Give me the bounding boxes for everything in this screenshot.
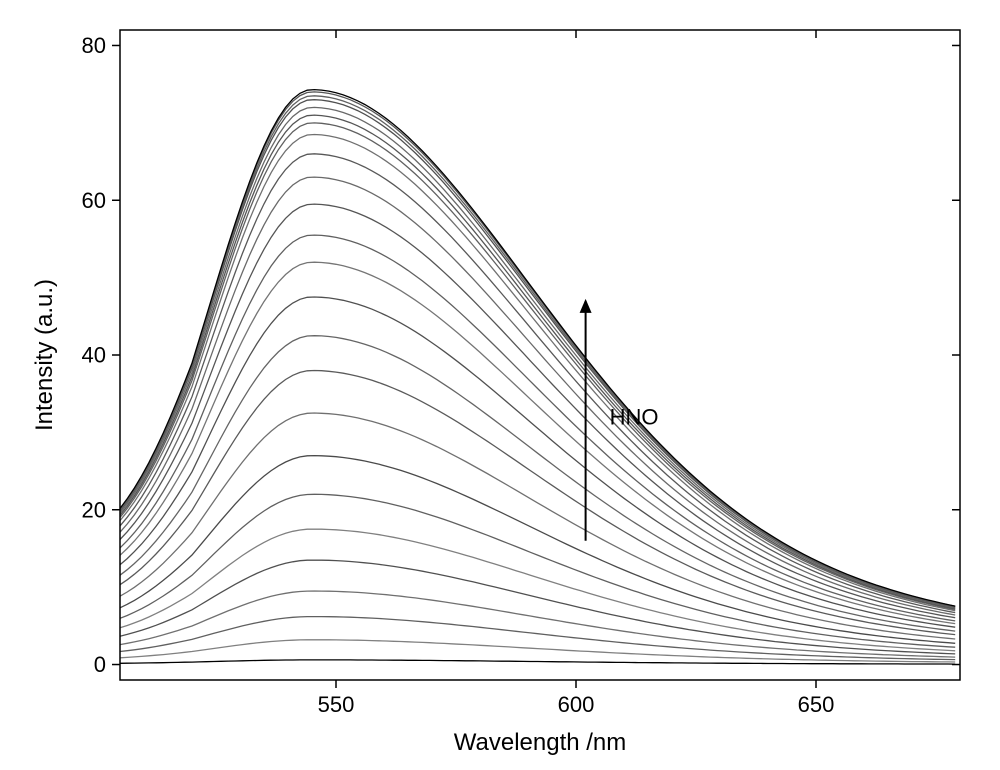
x-axis-label: Wavelength /nm xyxy=(454,729,627,756)
y-tick-label: 20 xyxy=(82,497,106,522)
hno-arrow-head xyxy=(580,299,592,313)
x-tick-label: 600 xyxy=(558,692,595,717)
spectrum-chart: 550 600 650 0 20 40 60 80 Wavelength /nm Intensit… xyxy=(0,0,1000,770)
x-tick-label: 650 xyxy=(798,692,835,717)
y-tick-label: 60 xyxy=(82,188,106,213)
spectrum-curve xyxy=(120,529,955,651)
spectrum-curve xyxy=(120,135,955,611)
y-axis-label: Intensity (a.u.) xyxy=(31,279,58,431)
curves-group xyxy=(120,90,955,665)
chart-svg: 550 600 650 0 20 40 60 80 Wavelength /nm Intensit… xyxy=(0,0,1000,770)
x-tick-label: 550 xyxy=(318,692,355,717)
spectrum-curve xyxy=(120,107,955,608)
spectrum-curve xyxy=(120,92,955,606)
spectrum-curve xyxy=(120,90,955,607)
hno-annotation: HNO xyxy=(610,405,659,430)
spectrum-curve xyxy=(120,413,955,639)
y-tick-label: 0 xyxy=(94,652,106,677)
spectrum-curve xyxy=(120,100,955,607)
y-tick-label: 80 xyxy=(82,33,106,58)
spectrum-curve xyxy=(120,617,955,660)
plot-border xyxy=(120,30,960,680)
spectrum-curve xyxy=(120,640,955,662)
y-tick-label: 40 xyxy=(82,343,106,368)
spectrum-curve xyxy=(120,115,955,609)
